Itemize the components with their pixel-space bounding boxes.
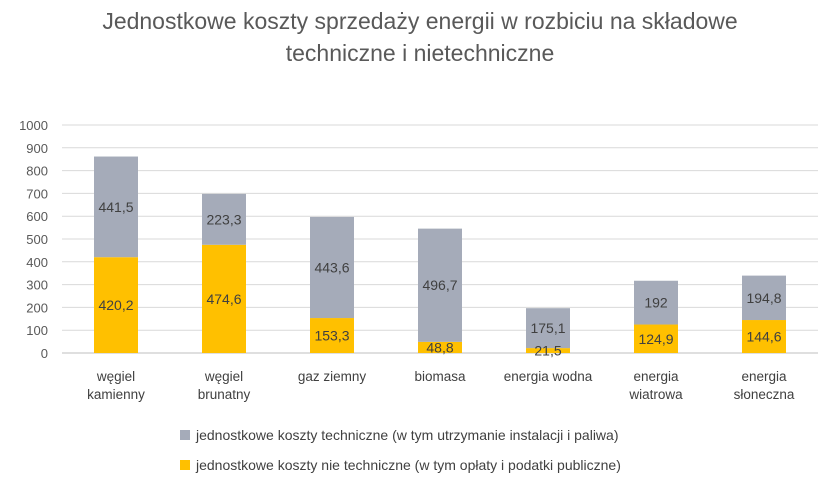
- x-tick-label: wiatrowa: [628, 387, 683, 402]
- data-label-technical: 496,7: [422, 277, 457, 293]
- x-tick-label: gaz ziemny: [298, 369, 367, 384]
- bar-nontechnical: [94, 257, 138, 353]
- data-label-nontechnical: 124,9: [638, 331, 673, 347]
- legend-swatch-technical: [180, 430, 190, 440]
- data-label-technical: 443,6: [314, 259, 349, 275]
- chart-title-line-2: techniczne i nietechniczne: [285, 40, 555, 66]
- bar-technical: [634, 280, 678, 325]
- bar-nontechnical: [634, 324, 678, 353]
- x-tick-label: słoneczna: [734, 387, 795, 402]
- data-label-nontechnical: 474,6: [206, 291, 241, 307]
- bar-nontechnical: [526, 348, 570, 353]
- data-label-nontechnical: 153,3: [314, 328, 349, 344]
- x-tick-label: energia: [741, 369, 787, 384]
- data-label-technical: 192: [644, 295, 668, 311]
- legend-label-nontechnical: jednostkowe koszty nie techniczne (w tym…: [196, 457, 621, 473]
- legend-swatch-nontechnical: [180, 460, 190, 470]
- plot-area: 0 100 200 300 400 500 600 700 800 900 1000 420,2 441…: [19, 118, 818, 402]
- bar-technical: [310, 216, 354, 319]
- data-label-technical: 194,8: [746, 290, 781, 306]
- legend-item-nontechnical: jednostkowe koszty nie techniczne (w tym…: [180, 457, 621, 473]
- y-tick-label: 300: [26, 278, 48, 293]
- y-tick-label: 200: [26, 300, 48, 315]
- x-tick-label: węgiel: [96, 369, 135, 384]
- x-tick-label: węgiel: [204, 369, 243, 384]
- y-tick-label: 1000: [19, 118, 48, 133]
- x-tick-label: biomasa: [414, 369, 466, 384]
- x-tick-label: brunatny: [198, 387, 251, 402]
- y-tick-label: 100: [26, 323, 48, 338]
- bar-technical: [94, 156, 138, 258]
- data-label-nontechnical: 48,8: [426, 339, 453, 355]
- data-label-technical: 223,3: [206, 211, 241, 227]
- y-tick-label: 900: [26, 141, 48, 156]
- y-tick-label: 800: [26, 164, 48, 179]
- data-label-technical: 441,5: [98, 199, 133, 215]
- x-tick-label: energia: [633, 369, 679, 384]
- x-tick-label: energia wodna: [504, 369, 593, 384]
- y-tick-label: 500: [26, 232, 48, 247]
- y-tick-label: 600: [26, 209, 48, 224]
- bar-technical: [742, 275, 786, 321]
- bar-technical: [418, 228, 462, 342]
- bar-technical: [526, 308, 570, 349]
- bar-technical: [202, 193, 246, 245]
- data-label-nontechnical: 21,5: [534, 343, 561, 359]
- y-tick-label: 0: [41, 346, 48, 361]
- legend-label-technical: jednostkowe koszty techniczne (w tym utr…: [196, 427, 619, 443]
- bar-nontechnical: [202, 244, 246, 353]
- legend-item-technical: jednostkowe koszty techniczne (w tym utr…: [180, 427, 619, 443]
- bar-nontechnical: [310, 318, 354, 353]
- x-tick-label: kamienny: [87, 387, 145, 402]
- y-tick-label: 700: [26, 186, 48, 201]
- chart-title-line-1: Jednostkowe koszty sprzedaży energii w r…: [102, 8, 738, 34]
- data-label-nontechnical: 420,2: [98, 297, 133, 313]
- bar-nontechnical: [418, 341, 462, 353]
- bar-nontechnical: [742, 320, 786, 353]
- y-tick-label: 400: [26, 255, 48, 270]
- data-label-technical: 175,1: [530, 320, 565, 336]
- data-label-nontechnical: 144,6: [746, 329, 781, 345]
